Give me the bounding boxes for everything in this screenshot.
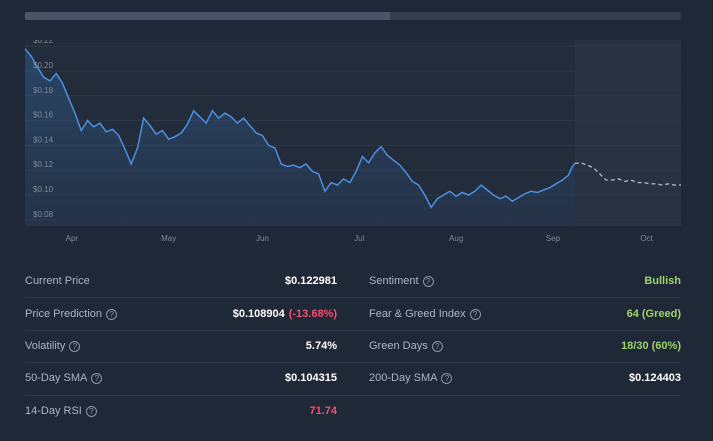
- progress-bar-fill: [25, 12, 391, 20]
- y-tick-label: $0.18: [33, 86, 54, 95]
- divider: [25, 297, 681, 298]
- stat-label: Current Price: [25, 275, 90, 287]
- price-lines: [24, 48, 681, 209]
- y-tick-label: $0.08: [33, 210, 54, 219]
- x-tick-label: Jul: [354, 234, 364, 243]
- question-circle-icon[interactable]: ?: [106, 308, 118, 320]
- volatility-value: 5.74%: [305, 340, 337, 352]
- stat-sma50: 50-Day SMA? $0.104315: [25, 366, 337, 390]
- x-tick-label: Oct: [640, 234, 653, 243]
- progress-bar: [25, 12, 681, 20]
- stat-green-days: Green Days? 18/30 (60%): [369, 334, 681, 358]
- y-axis-labels: $0.22 $0.20 $0.18 $0.16 $0.14 $0.12 $0.10 $0.08: [33, 40, 54, 219]
- stat-label: 14-Day RSI: [25, 405, 82, 417]
- divider: [25, 362, 681, 363]
- price-prediction-value: $0.108904: [232, 308, 285, 320]
- stat-label: 200-Day SMA: [369, 372, 438, 384]
- x-tick-label: Aug: [449, 234, 463, 243]
- divider: [25, 395, 681, 396]
- stat-label: Green Days: [369, 340, 428, 352]
- question-circle-icon[interactable]: ?: [69, 340, 81, 352]
- fear-greed-value: 64 (Greed): [626, 308, 681, 320]
- stat-fear-greed: Fear & Greed Index? 64 (Greed): [369, 302, 681, 326]
- question-circle-icon[interactable]: ?: [422, 275, 434, 287]
- green-days-value: 18/30 (60%): [621, 340, 681, 352]
- y-tick-label: $0.12: [33, 160, 54, 169]
- question-circle-icon[interactable]: ?: [431, 340, 443, 352]
- current-price-value: $0.122981: [285, 275, 337, 287]
- stat-label: Fear & Greed Index: [369, 308, 466, 320]
- x-axis-labels: Apr May Jun Jul Aug Sep Oct: [66, 234, 654, 243]
- sma200-value: $0.124403: [629, 372, 681, 384]
- stat-volatility: Volatility? 5.74%: [25, 334, 337, 358]
- y-tick-label: $0.20: [33, 61, 54, 70]
- stat-label: Volatility: [25, 340, 66, 352]
- question-circle-icon[interactable]: ?: [85, 405, 97, 417]
- y-tick-label: $0.14: [33, 135, 54, 144]
- stat-rsi14: 14-Day RSI? 71.74: [25, 399, 337, 423]
- price-prediction-change: (-13.68%): [288, 308, 337, 320]
- divider: [25, 330, 681, 331]
- sentiment-value: Bullish: [644, 275, 681, 287]
- forecast-region: [574, 40, 681, 226]
- y-tick-label: $0.16: [33, 111, 54, 120]
- x-tick-label: Sep: [546, 234, 561, 243]
- stat-sentiment: Sentiment? Bullish: [369, 269, 681, 293]
- forecast-line: [574, 162, 681, 186]
- question-circle-icon[interactable]: ?: [469, 308, 481, 320]
- rsi14-value: 71.74: [309, 405, 337, 417]
- price-chart: $0.22 $0.20 $0.18 $0.16 $0.14 $0.12 $0.10 $0.08…: [24, 40, 681, 243]
- question-circle-icon[interactable]: ?: [91, 372, 103, 384]
- x-tick-label: Apr: [66, 234, 79, 243]
- stat-price-prediction: Price Prediction? $0.108904 (-13.68%): [25, 302, 337, 326]
- stat-label: Sentiment: [369, 275, 419, 287]
- y-tick-label: $0.10: [33, 185, 54, 194]
- stat-current-price: Current Price $0.122981: [25, 269, 337, 293]
- question-circle-icon[interactable]: ?: [441, 372, 453, 384]
- price-line: [24, 48, 576, 209]
- sma50-value: $0.104315: [285, 372, 337, 384]
- stat-label: Price Prediction: [25, 308, 103, 320]
- stat-sma200: 200-Day SMA? $0.124403: [369, 366, 681, 390]
- y-tick-label: $0.22: [33, 40, 54, 45]
- stat-label: 50-Day SMA: [25, 372, 88, 384]
- price-area-fill: [25, 48, 575, 227]
- x-tick-label: May: [161, 234, 176, 243]
- x-tick-label: Jun: [256, 234, 269, 243]
